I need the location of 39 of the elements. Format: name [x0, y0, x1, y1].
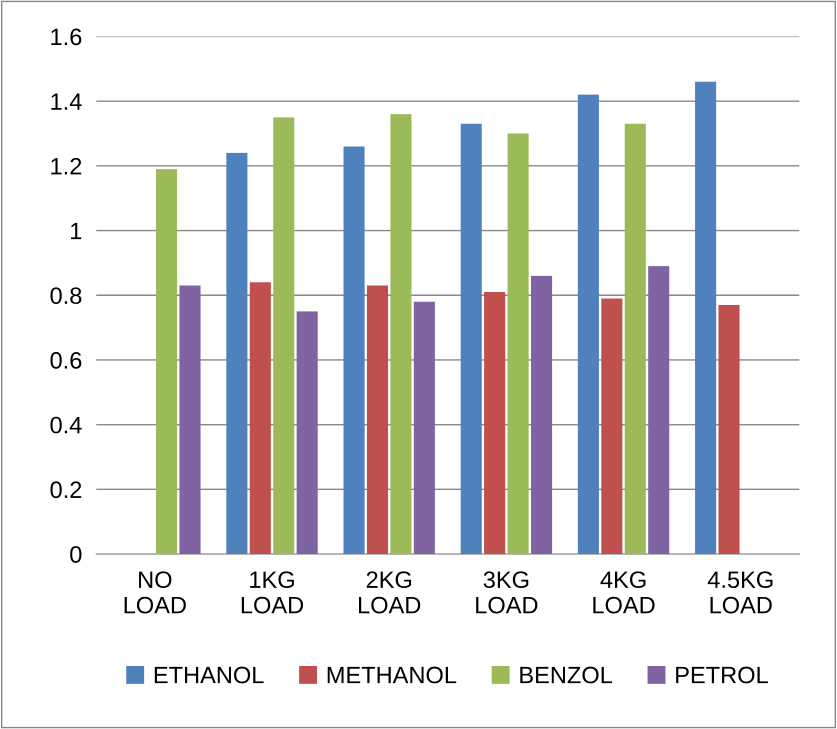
bar [601, 298, 622, 554]
x-tick-label: NO LOAD [124, 571, 186, 614]
bar [460, 124, 482, 554]
bar [695, 82, 716, 554]
legend-label: ETHANOL [154, 666, 264, 684]
bar [226, 152, 248, 554]
bar [508, 134, 529, 554]
bar [484, 292, 506, 554]
bar [344, 146, 365, 554]
y-tick-label: 1.4 [51, 93, 82, 110]
y-tick-label: 0 [70, 546, 82, 563]
bar [578, 94, 599, 554]
x-tick-label: 4.5KG LOAD [708, 571, 772, 614]
x-tick-label: 2KG LOAD [358, 571, 420, 614]
x-tick-label: 4KG LOAD [593, 571, 655, 614]
bar [414, 302, 435, 554]
bar [624, 124, 646, 554]
bar [179, 286, 201, 554]
bar [296, 311, 318, 554]
y-tick-label: 0.2 [50, 481, 82, 498]
x-tick-label: 1KG LOAD [242, 571, 304, 614]
y-tick-label: 0.6 [50, 352, 82, 369]
bar [718, 304, 740, 554]
bar [250, 282, 271, 554]
bar [366, 286, 388, 554]
legend-label: BENZOL [520, 666, 612, 684]
bar [273, 117, 294, 554]
bar [530, 276, 552, 554]
y-tick-label: 1.6 [51, 28, 82, 46]
legend-label: PETROL [676, 666, 768, 684]
bar [390, 114, 412, 554]
y-tick-label: 1 [71, 222, 82, 240]
legend-label: METHANOL [328, 666, 456, 684]
x-tick-label: 3KG LOAD [476, 571, 538, 614]
y-tick-label: 1.2 [51, 158, 82, 174]
bar [156, 169, 178, 554]
bar [648, 266, 670, 554]
y-tick-label: 0.8 [50, 287, 82, 304]
y-tick-label: 0.4 [50, 416, 82, 434]
